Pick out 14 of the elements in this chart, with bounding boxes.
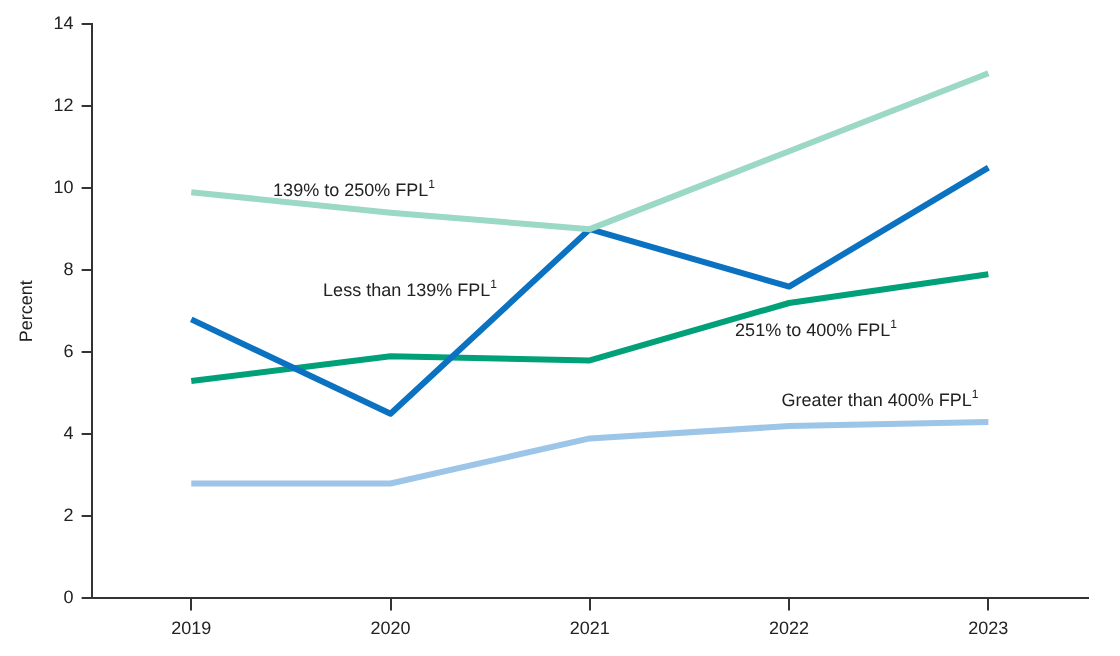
y-tick-label: 4 <box>63 423 74 444</box>
y-tick-label: 14 <box>53 12 74 33</box>
y-tick-label: 12 <box>53 95 74 116</box>
x-tick-label: 2021 <box>569 618 610 639</box>
y-tick-label: 6 <box>63 341 74 362</box>
y-tick-label: 0 <box>63 587 74 608</box>
y-tick-label: 2 <box>63 505 74 526</box>
y-tick-label: 10 <box>53 177 74 198</box>
y-axis-title: Percent <box>15 279 36 343</box>
x-tick-label: 2019 <box>171 618 212 639</box>
x-tick-label: 2022 <box>769 618 810 639</box>
y-tick-label: 8 <box>63 259 74 280</box>
x-tick-label: 2020 <box>370 618 411 639</box>
x-tick-label: 2023 <box>968 618 1009 639</box>
